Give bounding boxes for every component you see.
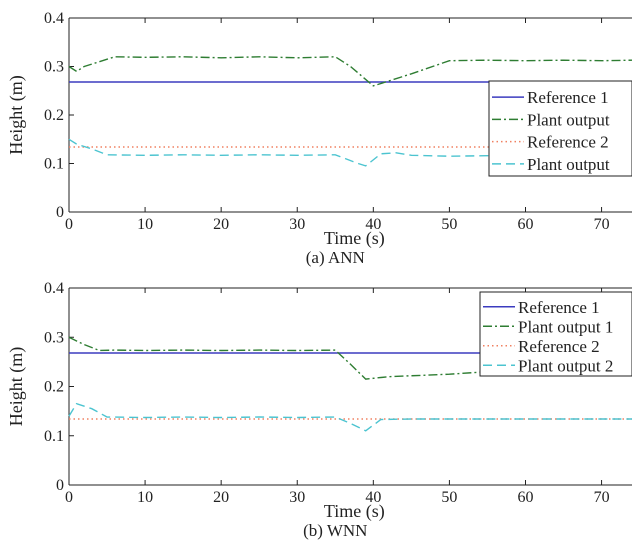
x-tick-label: 40 bbox=[365, 216, 381, 233]
y-tick-label: 0.2 bbox=[44, 107, 64, 124]
x-tick-label: 60 bbox=[517, 216, 533, 233]
legend: Reference 1 Plant output Reference 2 Plant … bbox=[488, 80, 632, 177]
y-tick-label: 0.1 bbox=[44, 428, 64, 445]
x-tick-label: 20 bbox=[213, 489, 229, 506]
x-tick-label: 10 bbox=[137, 216, 153, 233]
series-line-4 bbox=[68, 402, 632, 432]
chart-panel-2: 0 10 20 30 40 50 60 70 0 0.1 0.2 0.3 0.4 Time (s) Heig… bbox=[6, 280, 632, 540]
y-tick-label: 0.2 bbox=[44, 379, 64, 396]
x-tick-label: 20 bbox=[213, 216, 229, 233]
x-tick-label: 60 bbox=[517, 489, 533, 506]
x-tick-label: 10 bbox=[137, 489, 153, 506]
y-axis-label: Height (m) bbox=[6, 75, 27, 154]
x-tick-label: 30 bbox=[289, 216, 305, 233]
legend-label: Reference 1 bbox=[527, 88, 609, 107]
panel-caption: (b) WNN bbox=[303, 521, 367, 540]
panel-caption: (a) ANN bbox=[306, 248, 365, 267]
x-tick-label: 0 bbox=[65, 489, 73, 506]
chart-panel-1: 0 10 20 30 40 50 60 70 0 0.1 0.2 0.3 0.4 Time (s) Heig… bbox=[6, 10, 632, 267]
x-tick-label: 50 bbox=[441, 216, 457, 233]
y-tick-label: 0 bbox=[56, 204, 64, 221]
y-tick-label: 0.3 bbox=[44, 59, 64, 76]
y-tick-label: 0.3 bbox=[44, 329, 64, 346]
x-tick-label: 70 bbox=[594, 216, 610, 233]
x-tick-label: 50 bbox=[441, 489, 457, 506]
x-axis-label: Time (s) bbox=[324, 228, 385, 249]
legend-label: Reference 2 bbox=[518, 337, 600, 356]
x-tick-label: 0 bbox=[65, 216, 73, 233]
legend-label: Plant output bbox=[527, 110, 610, 129]
legend-label: Reference 1 bbox=[518, 298, 600, 317]
y-tick-label: 0.1 bbox=[44, 156, 64, 173]
y-tick-label: 0.4 bbox=[44, 280, 64, 297]
legend-label: Plant output 2 bbox=[518, 356, 613, 375]
y-tick-label: 0 bbox=[56, 477, 64, 494]
y-axis-label: Height (m) bbox=[6, 347, 27, 426]
x-tick-label: 30 bbox=[289, 489, 305, 506]
y-tick-label: 0.4 bbox=[44, 10, 64, 27]
legend-box bbox=[479, 291, 632, 377]
legend-label: Reference 2 bbox=[527, 133, 609, 152]
series-line-2 bbox=[68, 336, 488, 380]
series-line-2 bbox=[68, 56, 632, 87]
x-tick-label: 70 bbox=[594, 489, 610, 506]
x-axis-label: Time (s) bbox=[324, 501, 385, 522]
legend-label: Plant output bbox=[527, 155, 610, 174]
x-tick-label: 40 bbox=[365, 489, 381, 506]
legend-label: Plant output 1 bbox=[518, 317, 613, 336]
